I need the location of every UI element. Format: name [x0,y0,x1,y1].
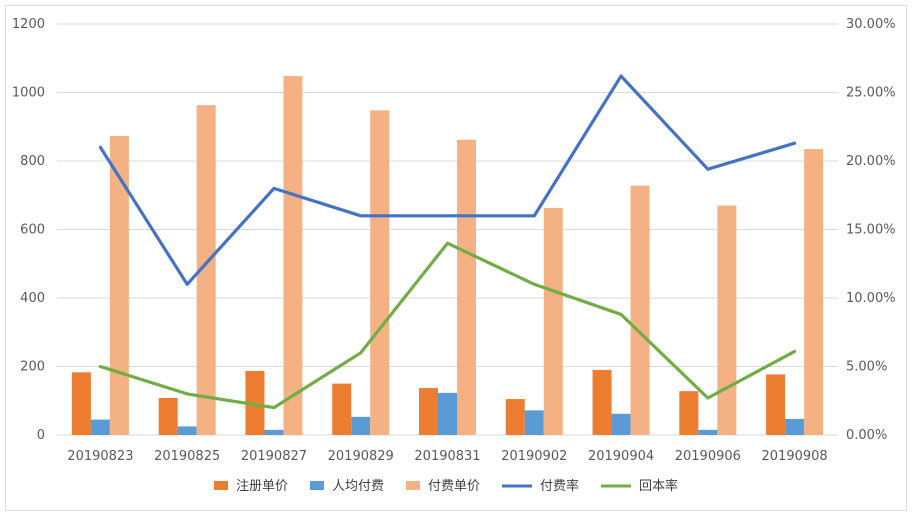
point-付费率 [793,141,797,145]
point-付费率 [185,282,189,286]
bar-付费单价 [196,105,216,436]
point-付费率 [98,145,102,149]
x-tick-label: 20190827 [241,449,307,464]
bar-人均付费 [438,392,457,435]
point-回本率 [98,365,102,368]
bar-付费单价 [630,185,650,435]
x-tick-label: 20190908 [762,449,828,464]
y-right-tick-label: 30.00% [846,17,896,32]
point-回本率 [272,406,276,409]
bar-注册单价 [679,391,699,435]
legend-label: 回本率 [639,478,678,494]
bar-付费单价 [283,76,303,435]
point-付费率 [619,74,623,78]
y-right-tick-label: 20.00% [846,154,896,169]
point-回本率 [532,282,536,286]
bar-人均付费 [698,429,718,435]
x-tick-label: 20190825 [154,449,220,464]
y-right-tick-label: 0.00% [846,428,887,443]
point-回本率 [446,241,449,245]
legend-swatch [214,481,228,490]
bar-人均付费 [264,429,284,435]
bar-付费单价 [370,110,390,435]
x-tick-label: 20190829 [328,449,394,464]
point-回本率 [793,350,797,353]
y-right-tick-label: 25.00% [846,86,896,101]
legend-label: 注册单价 [236,479,288,494]
bar-人均付费 [785,418,805,435]
bar-注册单价 [245,370,265,435]
bar-付费单价 [109,135,129,435]
x-tick-label: 20190904 [588,449,654,464]
bar-注册单价 [505,399,525,435]
legend-swatch [310,481,324,490]
bar-注册单价 [71,372,91,435]
bar-人均付费 [177,426,197,435]
bar-人均付费 [351,416,371,435]
point-付费率 [359,214,363,218]
point-付费率 [706,167,710,171]
x-tick-label: 20190823 [67,449,133,464]
y-left-tick-label: 800 [20,154,45,169]
x-tick-label: 20190906 [675,449,741,464]
point-回本率 [359,351,363,355]
bar-人均付费 [611,413,631,435]
y-left-tick-label: 0 [37,428,45,443]
point-回本率 [619,313,623,316]
point-回本率 [706,396,710,400]
legend-label: 人均付费 [332,479,384,494]
bar-注册单价 [766,374,786,435]
y-left-tick-label: 200 [20,360,45,375]
point-回本率 [185,392,189,396]
bar-付费单价 [804,149,824,435]
legend-label: 付费率 [540,478,579,494]
bar-注册单价 [158,398,178,435]
x-tick-label: 20190902 [501,449,567,464]
point-付费率 [272,187,276,190]
y-left-tick-label: 400 [20,291,45,306]
bar-付费单价 [457,139,476,435]
bar-注册单价 [592,369,612,435]
y-right-tick-label: 10.00% [846,291,896,306]
x-tick-label: 20190831 [414,449,480,464]
y-left-tick-label: 1200 [12,17,45,32]
point-付费率 [446,214,449,218]
y-left-tick-label: 600 [20,223,45,238]
y-left-tick-label: 1000 [12,86,45,101]
bar-注册单价 [419,388,438,435]
legend-label: 付费单价 [428,479,480,494]
point-付费率 [532,214,536,218]
bar-注册单价 [332,383,352,435]
y-right-tick-label: 15.00% [846,223,896,238]
legend-swatch [406,481,420,490]
y-right-tick-label: 5.00% [846,360,887,375]
bar-人均付费 [524,410,544,435]
bar-付费单价 [543,207,563,435]
bar-人均付费 [90,419,110,435]
bar-付费单价 [717,205,737,435]
